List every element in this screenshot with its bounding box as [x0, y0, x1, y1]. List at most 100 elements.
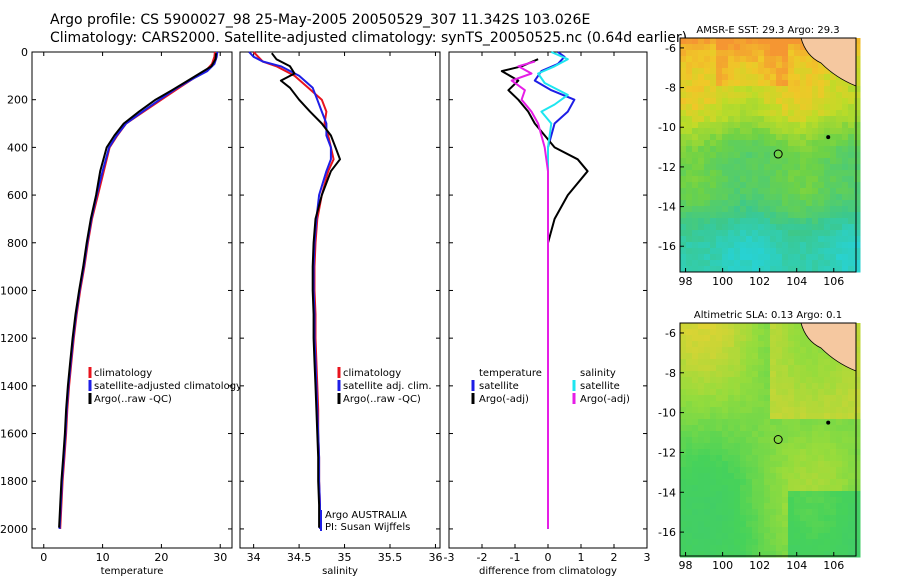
map-sst-cell	[806, 146, 813, 153]
map-sla-cell	[782, 551, 789, 558]
map-sst-cell	[854, 128, 861, 135]
map-sst-cell	[842, 158, 849, 165]
map-sla-cell	[806, 437, 813, 444]
map-sst-cell	[728, 122, 735, 129]
map-sst-cell	[770, 122, 777, 129]
map-sla-cell	[686, 455, 693, 462]
map-sla-cell	[710, 491, 717, 498]
map-sst-cell	[746, 134, 753, 141]
map-sla-cell	[782, 455, 789, 462]
map-sst-cell	[722, 104, 729, 111]
map-sla-cell	[698, 323, 705, 330]
map-sst-cell	[686, 68, 693, 75]
map-sla-cell	[698, 527, 705, 534]
map-sla-cell	[752, 491, 759, 498]
map-sst-cell	[734, 110, 741, 117]
map-sst-cell	[752, 212, 759, 219]
map-sla-cell	[692, 383, 699, 390]
map-sla-cell	[842, 491, 849, 498]
map-sla-cell	[704, 353, 711, 360]
map-sla-cell	[758, 533, 765, 540]
map-sst-cell	[794, 56, 801, 63]
map-sla-cell	[806, 383, 813, 390]
map-sla-cell	[752, 479, 759, 486]
difference-legend-label: satellite	[479, 381, 519, 392]
map-sla-cell	[716, 461, 723, 468]
map-sst-cell	[764, 182, 771, 189]
map-sst-cell	[698, 182, 705, 189]
map-sst-cell	[698, 50, 705, 57]
map-sst-cell	[830, 158, 837, 165]
map-sla-cell	[794, 497, 801, 504]
map-sst-cell	[746, 50, 753, 57]
map-sla-cell	[770, 407, 777, 414]
map-sla-cell	[728, 401, 735, 408]
map-sst-cell	[752, 182, 759, 189]
map-sst-cell	[746, 230, 753, 237]
map-sla-cell	[806, 359, 813, 366]
map-sla-cell	[722, 509, 729, 516]
map-sst-cell	[842, 176, 849, 183]
map-sst-cell	[800, 260, 807, 267]
map-sst-cell	[740, 152, 747, 159]
map-sla-cell	[764, 521, 771, 528]
map-sla-cell	[836, 497, 843, 504]
map-sst-cell	[782, 260, 789, 267]
map-sla-cell	[800, 347, 807, 354]
map-sst-cell	[830, 260, 837, 267]
map-sst-cell	[806, 248, 813, 255]
map-sla-cell	[794, 395, 801, 402]
map-sla-cell	[788, 431, 795, 438]
map-sst-cell	[818, 164, 825, 171]
map-sst-cell	[680, 230, 687, 237]
map-sla-cell	[680, 335, 687, 342]
map-sla-cell	[698, 425, 705, 432]
map-sst-cell	[704, 254, 711, 261]
map-sla-cell	[836, 545, 843, 552]
map-sst-cell	[848, 266, 855, 273]
map-sla-cell	[830, 527, 837, 534]
map-sst-cell	[782, 218, 789, 225]
map-sst-cell	[830, 92, 837, 99]
map-sla-cell	[794, 473, 801, 480]
map-sst-cell	[830, 122, 837, 129]
map-sla-cell	[848, 521, 855, 528]
map-sst-cell	[854, 182, 861, 189]
map-sst-cell	[842, 188, 849, 195]
map-sla-cell	[740, 473, 747, 480]
map-sla-cell	[704, 371, 711, 378]
map-sla-cell	[782, 347, 789, 354]
map-sla-cell	[680, 329, 687, 336]
map-sla-cell	[842, 377, 849, 384]
map-sla-cell	[734, 395, 741, 402]
map-sst-cell	[788, 98, 795, 105]
map-sst-ytick-label: -6	[665, 42, 676, 55]
map-sst-cell	[698, 218, 705, 225]
map-sla-cell	[812, 413, 819, 420]
map-sla-cell	[812, 509, 819, 516]
map-sla-cell	[692, 413, 699, 420]
map-sla-cell	[758, 437, 765, 444]
map-sst-cell	[842, 86, 849, 93]
map-sla-cell	[806, 479, 813, 486]
map-sla-cell	[692, 539, 699, 546]
map-sla-cell	[710, 539, 717, 546]
map-sla-cell	[692, 329, 699, 336]
map-sla-cell	[830, 437, 837, 444]
map-sla-cell	[830, 467, 837, 474]
map-sst-cell	[830, 104, 837, 111]
map-sla-cell	[758, 359, 765, 366]
map-sla-cell	[764, 377, 771, 384]
map-sla-cell	[848, 437, 855, 444]
map-sla-cell	[728, 473, 735, 480]
map-sla-cell	[704, 335, 711, 342]
map-sst-cell	[836, 170, 843, 177]
map-sla-cell	[782, 539, 789, 546]
map-sst-cell	[704, 224, 711, 231]
map-sst-cell	[848, 254, 855, 261]
map-sla-cell	[776, 335, 783, 342]
map-sst-cell	[776, 254, 783, 261]
map-sst-cell	[710, 254, 717, 261]
map-sst-cell	[800, 122, 807, 129]
map-sst-cell	[740, 50, 747, 57]
